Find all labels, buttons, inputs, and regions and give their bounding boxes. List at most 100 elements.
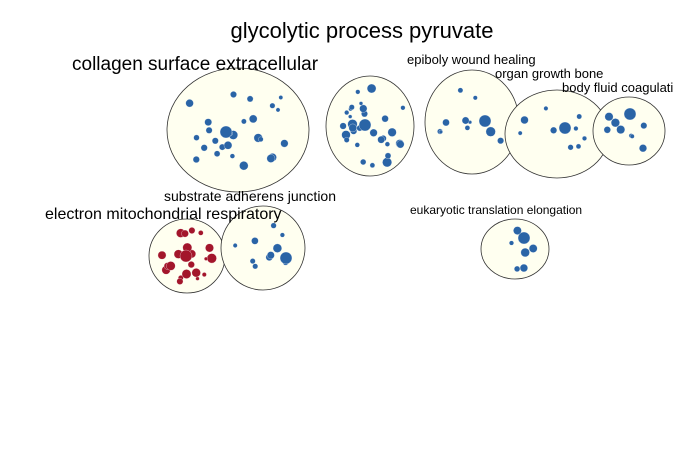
gene-set-node[interactable] — [513, 226, 522, 235]
gene-set-node[interactable] — [517, 130, 523, 136]
gene-set-node[interactable] — [252, 263, 259, 270]
gene-set-node[interactable] — [229, 153, 235, 159]
gene-set-node[interactable] — [157, 250, 167, 260]
gene-set-node[interactable] — [573, 126, 579, 131]
gene-set-node[interactable] — [576, 113, 582, 120]
gene-set-node[interactable] — [514, 265, 521, 272]
gene-set-node[interactable] — [369, 128, 378, 137]
gene-set-node[interactable] — [520, 115, 529, 125]
gene-set-node[interactable] — [387, 127, 397, 137]
cluster-eukaryotic[interactable] — [480, 218, 550, 280]
gene-set-node[interactable] — [528, 244, 538, 253]
gene-set-node[interactable] — [344, 110, 350, 116]
gene-set-node[interactable] — [442, 118, 450, 127]
gene-set-node[interactable] — [550, 126, 558, 134]
gene-set-node[interactable] — [472, 95, 478, 101]
gene-set-node[interactable] — [377, 135, 385, 144]
gene-set-node[interactable] — [457, 87, 464, 94]
gene-set-node[interactable] — [251, 237, 259, 245]
gene-set-node[interactable] — [348, 123, 357, 133]
gene-set-node[interactable] — [278, 95, 284, 100]
gene-set-node[interactable] — [266, 251, 275, 260]
gene-set-node[interactable] — [249, 114, 258, 124]
gene-set-node[interactable] — [230, 91, 237, 98]
gene-set-node[interactable] — [558, 121, 572, 135]
gene-set-node[interactable] — [181, 269, 192, 279]
gene-set-node[interactable] — [582, 135, 587, 141]
gene-set-node[interactable] — [396, 140, 405, 149]
gene-set-node[interactable] — [348, 114, 353, 119]
cluster-epiboly[interactable] — [424, 69, 520, 175]
gene-set-node[interactable] — [366, 83, 377, 94]
gene-set-node[interactable] — [201, 272, 207, 277]
gene-set-node[interactable] — [604, 112, 614, 122]
gene-set-node[interactable] — [204, 118, 212, 126]
gene-set-node[interactable] — [382, 157, 392, 168]
gene-set-node[interactable] — [575, 143, 582, 150]
cluster-substrate[interactable] — [220, 205, 306, 291]
gene-set-node[interactable] — [438, 129, 443, 134]
gene-set-node[interactable] — [176, 278, 184, 285]
gene-set-node[interactable] — [517, 231, 531, 245]
gene-set-node[interactable] — [497, 137, 504, 145]
gene-set-node[interactable] — [219, 125, 233, 139]
gene-set-node[interactable] — [369, 162, 376, 168]
gene-set-node[interactable] — [249, 258, 256, 264]
gene-set-node[interactable] — [384, 141, 390, 147]
gene-set-node[interactable] — [166, 261, 176, 271]
gene-set-node[interactable] — [204, 256, 208, 261]
gene-set-node[interactable] — [272, 243, 282, 253]
gene-set-node[interactable] — [205, 126, 213, 134]
gene-set-node[interactable] — [616, 125, 626, 134]
gene-set-node[interactable] — [181, 229, 189, 238]
gene-set-node[interactable] — [187, 261, 195, 269]
cluster-collagen[interactable] — [166, 67, 310, 193]
gene-set-node[interactable] — [567, 144, 574, 151]
gene-set-node[interactable] — [280, 139, 289, 148]
gene-set-node[interactable] — [359, 104, 368, 113]
gene-set-node[interactable] — [279, 232, 285, 238]
gene-set-node[interactable] — [358, 118, 372, 132]
gene-set-node[interactable] — [384, 152, 392, 159]
gene-set-node[interactable] — [358, 101, 364, 106]
gene-set-node[interactable] — [339, 122, 347, 130]
gene-set-node[interactable] — [191, 268, 201, 278]
gene-set-node[interactable] — [185, 99, 194, 108]
gene-set-node[interactable] — [195, 276, 200, 281]
gene-set-node[interactable] — [275, 107, 281, 113]
gene-set-node[interactable] — [478, 114, 492, 128]
gene-set-node[interactable] — [381, 115, 389, 123]
gene-set-node[interactable] — [223, 141, 233, 150]
gene-set-node[interactable] — [360, 158, 367, 166]
gene-set-node[interactable] — [640, 122, 648, 129]
gene-set-node[interactable] — [206, 253, 217, 264]
gene-set-node[interactable] — [400, 105, 406, 111]
gene-set-node[interactable] — [629, 133, 635, 139]
gene-set-node[interactable] — [355, 89, 361, 95]
gene-set-node[interactable] — [485, 126, 496, 137]
gene-set-node[interactable] — [188, 227, 196, 234]
gene-set-node[interactable] — [354, 142, 360, 148]
gene-set-node[interactable] — [192, 156, 200, 163]
gene-set-node[interactable] — [543, 106, 549, 111]
gene-set-node[interactable] — [610, 118, 620, 128]
gene-set-node[interactable] — [193, 134, 200, 141]
gene-set-node[interactable] — [241, 118, 247, 125]
gene-set-node[interactable] — [213, 150, 221, 157]
gene-set-node[interactable] — [461, 116, 470, 125]
gene-set-node[interactable] — [205, 243, 214, 253]
gene-set-node[interactable] — [211, 137, 219, 145]
gene-set-node[interactable] — [266, 154, 276, 163]
gene-set-node[interactable] — [200, 144, 208, 152]
gene-set-node[interactable] — [269, 102, 276, 109]
cluster-bodyfluid[interactable] — [592, 96, 666, 166]
gene-set-node[interactable] — [520, 247, 530, 258]
gene-set-node[interactable] — [179, 249, 193, 263]
gene-set-node[interactable] — [198, 230, 204, 236]
gene-set-node[interactable] — [509, 240, 514, 246]
gene-set-node[interactable] — [623, 107, 637, 121]
gene-set-node[interactable] — [603, 126, 611, 134]
gene-set-node[interactable] — [464, 125, 471, 131]
gene-set-node[interactable] — [639, 144, 647, 153]
gene-set-node[interactable] — [279, 251, 293, 265]
